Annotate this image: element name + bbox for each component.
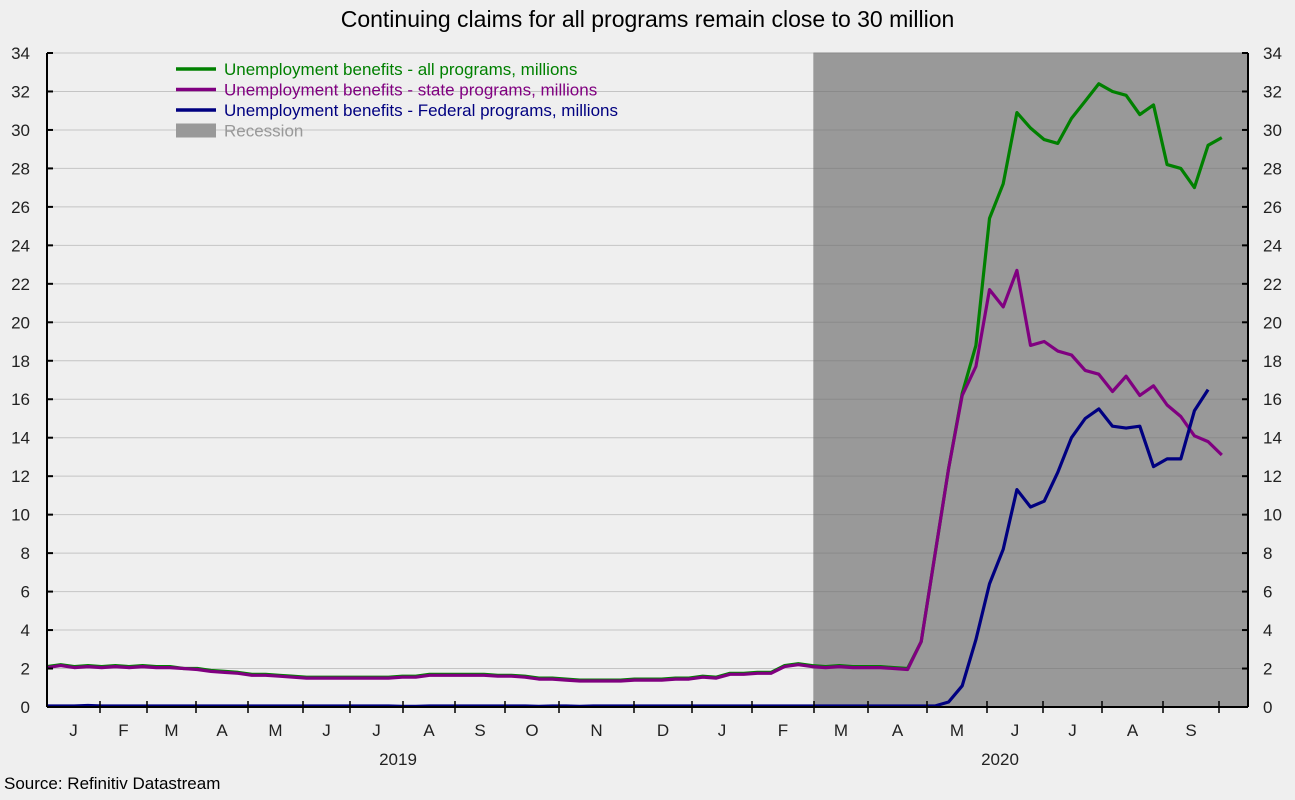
y-tick-label-left: 6 (21, 583, 30, 602)
x-month-label: A (216, 721, 228, 740)
y-tick-label-left: 20 (11, 313, 30, 332)
chart-title: Continuing claims for all programs remai… (340, 6, 955, 32)
x-month-label: N (590, 721, 602, 740)
recession-shading-layer (813, 53, 1248, 707)
x-month-label: J (322, 721, 331, 740)
x-month-label: F (778, 721, 788, 740)
y-tick-label-right: 8 (1263, 544, 1272, 563)
y-tick-label-left: 4 (21, 621, 30, 640)
y-tick-label-right: 20 (1263, 313, 1282, 332)
y-tick-label-left: 0 (21, 698, 30, 717)
x-month-label: M (950, 721, 964, 740)
y-tick-label-right: 16 (1263, 390, 1282, 409)
x-month-label: O (525, 721, 538, 740)
y-tick-label-left: 34 (11, 44, 30, 63)
y-tick-label-left: 10 (11, 506, 30, 525)
x-month-label: J (372, 721, 381, 740)
y-tick-label-left: 14 (11, 429, 30, 448)
y-tick-label-right: 6 (1263, 583, 1272, 602)
legend-label: Unemployment benefits - all programs, mi… (224, 60, 577, 79)
x-month-label: S (1185, 721, 1196, 740)
y-tick-label-left: 8 (21, 544, 30, 563)
series-line-2 (46, 268, 1223, 683)
recession-shading (813, 53, 1248, 707)
y-tick-label-right: 2 (1263, 660, 1272, 679)
y-tick-label-right: 4 (1263, 621, 1272, 640)
x-month-label: J (718, 721, 727, 740)
x-year-label: 2019 (379, 750, 417, 769)
y-tick-label-left: 24 (11, 236, 30, 255)
x-year-label: 2020 (981, 750, 1019, 769)
x-month-label: S (474, 721, 485, 740)
y-tick-label-right: 32 (1263, 82, 1282, 101)
y-tick-label-left: 2 (21, 660, 30, 679)
y-tick-label-right: 0 (1263, 698, 1272, 717)
y-tick-label-right: 10 (1263, 506, 1282, 525)
y-tick-label-right: 26 (1263, 198, 1282, 217)
x-month-label: M (834, 721, 848, 740)
legend: Unemployment benefits - all programs, mi… (176, 60, 618, 141)
x-month-label: J (1011, 721, 1020, 740)
y-tick-label-left: 28 (11, 159, 30, 178)
y-tick-label-left: 22 (11, 275, 30, 294)
y-tick-label-right: 24 (1263, 236, 1282, 255)
x-month-label: J (1068, 721, 1077, 740)
y-tick-label-right: 22 (1263, 275, 1282, 294)
x-month-label: A (892, 721, 904, 740)
y-tick-label-left: 32 (11, 82, 30, 101)
y-tick-label-left: 18 (11, 352, 30, 371)
legend-swatch (176, 123, 216, 138)
y-tick-label-left: 16 (11, 390, 30, 409)
x-month-label: D (657, 721, 669, 740)
y-tick-label-right: 12 (1263, 467, 1282, 486)
y-tick-label-right: 34 (1263, 44, 1282, 63)
y-tick-label-right: 30 (1263, 121, 1282, 140)
x-month-label: A (1127, 721, 1139, 740)
legend-label: Unemployment benefits - state programs, … (224, 81, 597, 100)
x-month-label: F (118, 721, 128, 740)
x-month-label: J (69, 721, 78, 740)
source-note: Source: Refinitiv Datastream (4, 774, 221, 793)
y-tick-label-right: 28 (1263, 159, 1282, 178)
y-tick-label-left: 12 (11, 467, 30, 486)
y-tick-label-right: 14 (1263, 429, 1282, 448)
legend-label: Recession (224, 122, 303, 141)
y-tick-label-left: 30 (11, 121, 30, 140)
gridlines (47, 52, 1248, 670)
legend-label: Unemployment benefits - Federal programs… (224, 101, 618, 120)
x-month-label: A (423, 721, 435, 740)
x-month-label: M (268, 721, 282, 740)
y-tick-label-right: 18 (1263, 352, 1282, 371)
y-tick-label-left: 26 (11, 198, 30, 217)
x-month-label: M (164, 721, 178, 740)
